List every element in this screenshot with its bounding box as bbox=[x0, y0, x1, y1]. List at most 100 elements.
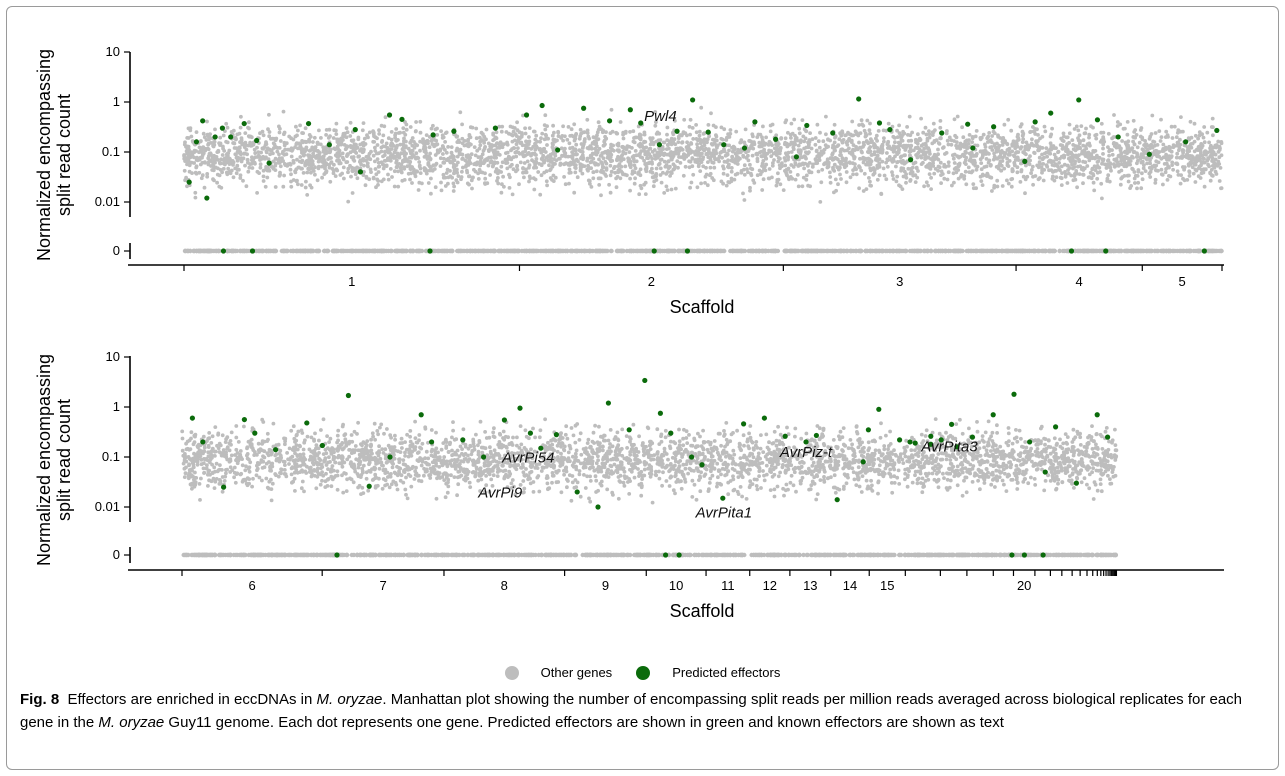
gene-point bbox=[1043, 129, 1048, 134]
gene-point bbox=[828, 170, 832, 175]
gene-point bbox=[1076, 128, 1081, 133]
gene-point bbox=[488, 173, 492, 177]
gene-point bbox=[460, 141, 465, 146]
gene-point bbox=[398, 142, 403, 147]
gene-point bbox=[1064, 149, 1068, 154]
gene-point bbox=[798, 163, 803, 167]
gene-point bbox=[390, 175, 394, 179]
gene-point bbox=[676, 140, 681, 145]
gene-point bbox=[795, 173, 800, 177]
gene-point bbox=[480, 138, 484, 143]
gene-point bbox=[303, 126, 308, 131]
gene-point bbox=[952, 161, 957, 165]
gene-point bbox=[435, 142, 440, 147]
gene-point bbox=[253, 151, 258, 156]
gene-point bbox=[742, 140, 747, 145]
gene-point bbox=[992, 185, 996, 190]
gene-point bbox=[911, 161, 916, 166]
gene-point bbox=[580, 153, 585, 158]
gene-point bbox=[312, 148, 317, 153]
gene-point bbox=[786, 175, 791, 180]
gene-point bbox=[529, 153, 533, 158]
gene-point bbox=[752, 181, 757, 185]
gene-point bbox=[1178, 181, 1183, 186]
gene-point bbox=[918, 137, 923, 142]
gene-point bbox=[361, 157, 366, 162]
gene-point bbox=[443, 175, 448, 180]
gene-point bbox=[518, 160, 523, 165]
gene-point bbox=[1006, 164, 1011, 169]
gene-point bbox=[1149, 142, 1154, 147]
gene-point bbox=[642, 148, 646, 153]
gene-point bbox=[580, 150, 585, 154]
gene-point bbox=[361, 121, 366, 125]
gene-point bbox=[1099, 121, 1104, 126]
gene-point bbox=[1125, 120, 1130, 124]
gene-point bbox=[1139, 186, 1144, 191]
gene-point bbox=[500, 182, 504, 187]
gene-point bbox=[709, 142, 714, 146]
gene-point bbox=[494, 167, 499, 171]
gene-point bbox=[744, 156, 749, 160]
gene-point bbox=[342, 176, 346, 181]
gene-point bbox=[1021, 137, 1026, 142]
gene-point bbox=[536, 170, 541, 174]
gene-point bbox=[258, 162, 263, 167]
gene-point bbox=[728, 131, 733, 136]
gene-point bbox=[289, 136, 293, 141]
gene-point bbox=[997, 162, 1002, 167]
gene-point bbox=[638, 144, 642, 149]
gene-point bbox=[218, 161, 223, 166]
gene-point bbox=[832, 148, 837, 153]
gene-point bbox=[1159, 117, 1163, 122]
gene-point bbox=[190, 171, 194, 176]
gene-point bbox=[1191, 171, 1196, 176]
gene-point bbox=[587, 179, 592, 183]
gene-point bbox=[1152, 140, 1157, 144]
gene-point bbox=[519, 140, 524, 145]
gene-point bbox=[786, 155, 791, 160]
gene-point bbox=[535, 145, 539, 150]
gene-point bbox=[1066, 156, 1071, 161]
gene-point bbox=[825, 144, 830, 149]
gene-point bbox=[683, 131, 688, 136]
gene-point bbox=[274, 145, 279, 150]
gene-point bbox=[574, 142, 579, 147]
gene-point bbox=[1065, 181, 1070, 185]
gene-point bbox=[758, 132, 763, 137]
gene-point bbox=[534, 165, 539, 170]
gene-point bbox=[789, 150, 794, 154]
gene-point bbox=[992, 151, 996, 156]
gene-point bbox=[1020, 140, 1025, 145]
gene-point bbox=[410, 181, 414, 185]
gene-point bbox=[320, 175, 324, 180]
gene-point bbox=[851, 143, 856, 148]
gene-point bbox=[524, 170, 529, 175]
gene-point bbox=[1190, 165, 1195, 170]
gene-point bbox=[890, 124, 895, 129]
gene-point bbox=[567, 141, 572, 146]
gene-point bbox=[212, 143, 217, 147]
gene-point bbox=[760, 138, 765, 143]
gene-point bbox=[581, 144, 585, 149]
gene-point bbox=[639, 186, 644, 191]
gene-point bbox=[362, 136, 367, 141]
gene-point bbox=[1175, 151, 1180, 156]
gene-point bbox=[199, 176, 204, 181]
gene-point bbox=[816, 169, 821, 174]
gene-point bbox=[936, 157, 941, 162]
gene-point bbox=[1128, 162, 1132, 167]
gene-point bbox=[592, 142, 597, 146]
gene-point bbox=[1049, 132, 1054, 137]
gene-point bbox=[1001, 155, 1005, 160]
gene-point bbox=[1012, 160, 1017, 165]
gene-point bbox=[247, 126, 251, 131]
gene-point bbox=[1059, 176, 1064, 181]
gene-point bbox=[702, 143, 707, 148]
gene-point bbox=[761, 124, 765, 129]
gene-point bbox=[340, 151, 345, 156]
gene-point bbox=[941, 146, 945, 150]
gene-point bbox=[460, 157, 465, 161]
gene-point bbox=[1072, 127, 1077, 131]
gene-point bbox=[508, 164, 513, 169]
